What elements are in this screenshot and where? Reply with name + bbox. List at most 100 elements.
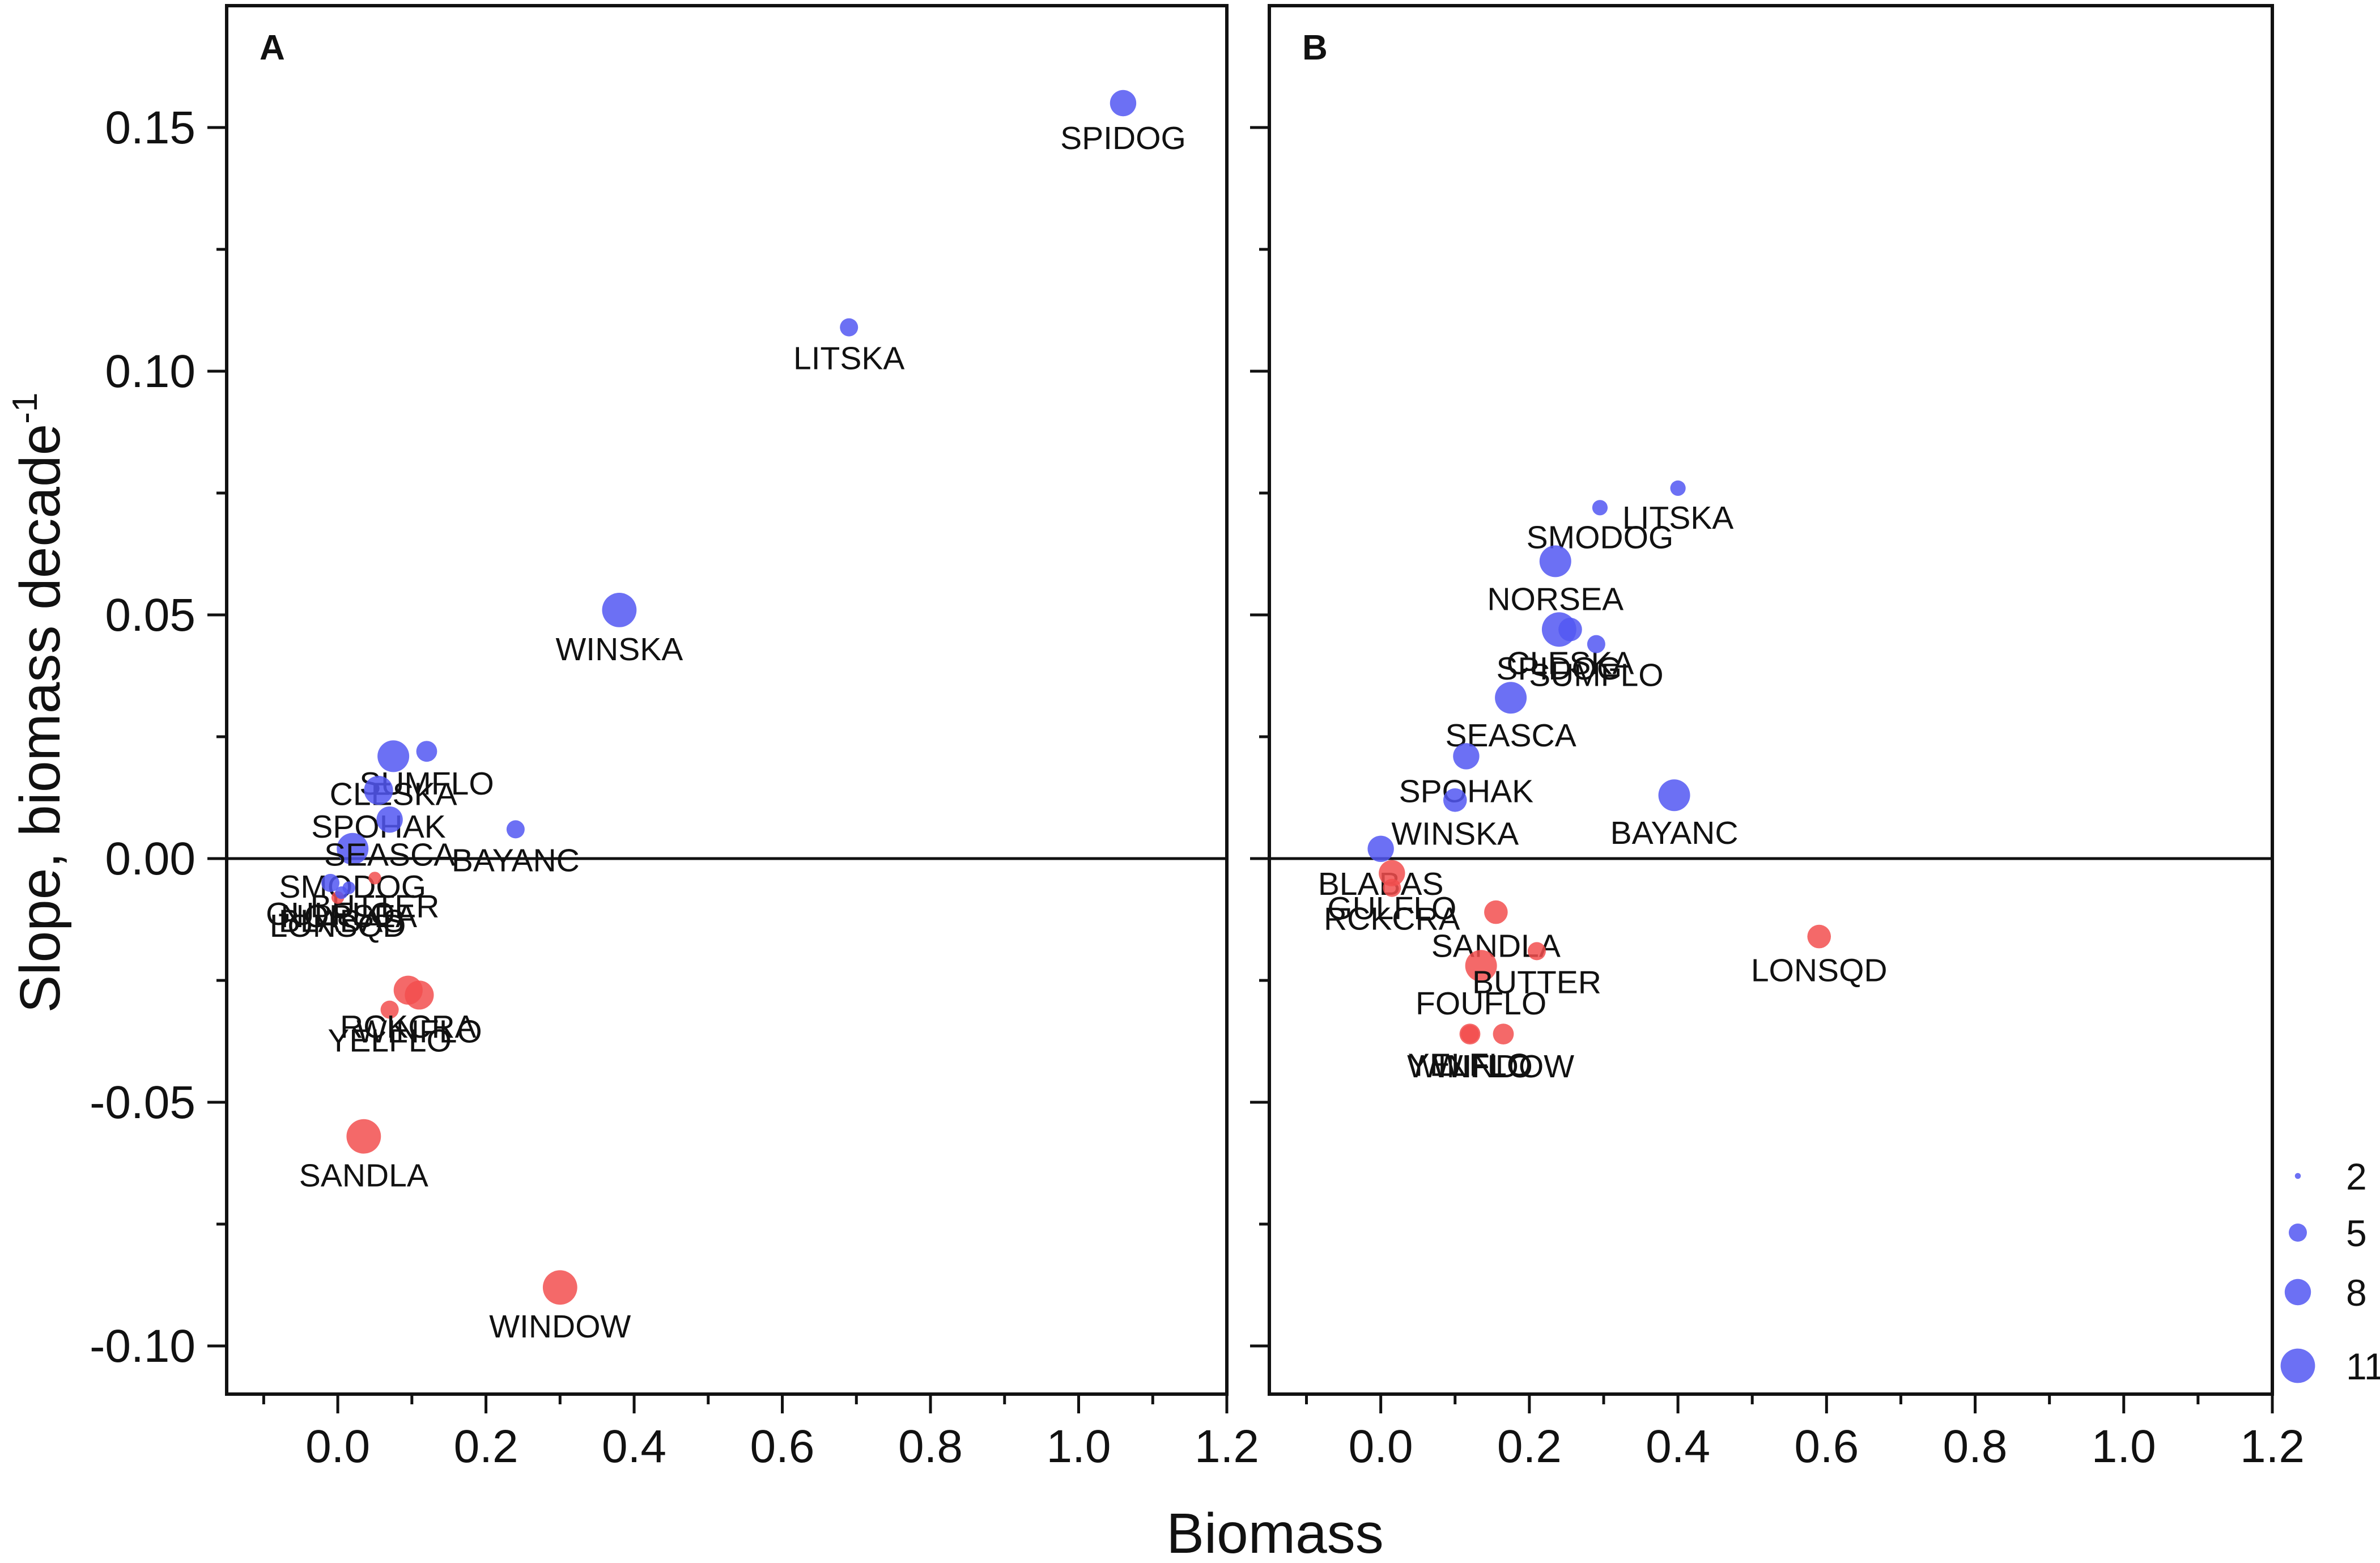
y-axis-title-text: Slope, biomass decade bbox=[8, 424, 72, 1013]
panel-b: B0.0 0.2 0.4 0.6 0.8 1.0 1.2LITSKASMODOGNORSEA… bbox=[1250, 4, 2305, 1472]
data-point bbox=[840, 318, 858, 337]
data-point-label: SPOHAK bbox=[1399, 774, 1534, 810]
data-point bbox=[1453, 743, 1480, 770]
x-tick-label: 1.0 bbox=[2092, 1421, 2156, 1472]
y-tick-label: -0.05 bbox=[90, 1077, 196, 1128]
data-point-label: BLABAS bbox=[279, 903, 405, 939]
y-tick-label: 0.15 bbox=[105, 102, 196, 154]
legend-label: 5 bbox=[2346, 1212, 2367, 1254]
y-axis-title: Slope, biomass decade-1 bbox=[6, 393, 72, 1013]
legend-swatch bbox=[2284, 1279, 2311, 1306]
x-tick-label: 0.0 bbox=[305, 1421, 370, 1472]
data-point-label: LONSQD bbox=[270, 908, 406, 944]
data-point bbox=[1465, 950, 1497, 982]
data-point bbox=[377, 740, 410, 772]
panel-a: A 0.0 0.2 0.4 0.6 0.8 1.0 1.2 -0.10 -0.05 0.00 0.05… bbox=[90, 4, 1259, 1472]
data-point bbox=[1367, 835, 1394, 863]
data-point-label: BAYANC bbox=[1610, 815, 1739, 851]
data-point-label: CLESKA bbox=[1507, 645, 1634, 682]
x-tick-label: 0.2 bbox=[1497, 1421, 1562, 1472]
legend-label: 2 bbox=[2346, 1156, 2367, 1197]
data-point-label: CLESKA bbox=[330, 776, 457, 812]
data-point-label: SPIDOG bbox=[1496, 651, 1622, 687]
x-tick-label: 0.0 bbox=[1349, 1421, 1413, 1472]
data-point bbox=[380, 1000, 399, 1019]
data-point-label: YELFLO bbox=[1408, 1047, 1532, 1084]
data-point-label: YELFLO bbox=[328, 1023, 452, 1059]
plot-frame bbox=[225, 4, 1229, 1396]
x-tick-label: 0.6 bbox=[1794, 1421, 1859, 1472]
y-tick-label: 0.00 bbox=[105, 833, 196, 885]
x-tick-label: 0.6 bbox=[750, 1421, 815, 1472]
data-point bbox=[376, 806, 403, 833]
data-point bbox=[506, 820, 525, 839]
data-point bbox=[335, 886, 348, 899]
x-axis-title: Biomass bbox=[1166, 1502, 1383, 1563]
y-tick-label: 0.05 bbox=[105, 589, 196, 641]
data-point-label: SPIDOG bbox=[1060, 120, 1186, 156]
data-point-label: LONSQD bbox=[1751, 952, 1888, 988]
data-point bbox=[1558, 618, 1582, 642]
data-point-label: BUTTER bbox=[310, 889, 439, 925]
data-point bbox=[416, 741, 437, 762]
legend-label: 8 bbox=[2346, 1272, 2367, 1314]
data-point bbox=[1587, 635, 1605, 653]
y-tick-label: -0.10 bbox=[90, 1320, 196, 1372]
y-axis-title-superscript: -1 bbox=[6, 393, 45, 424]
data-point bbox=[1495, 682, 1527, 714]
data-point-label: WINDOW bbox=[1433, 1048, 1574, 1085]
data-point bbox=[321, 874, 340, 892]
data-point bbox=[368, 872, 381, 885]
data-point bbox=[1379, 860, 1405, 887]
data-point-label: WINFLO bbox=[356, 1013, 482, 1050]
data-point bbox=[346, 1119, 381, 1154]
data-point-label: BUTTER bbox=[1472, 964, 1601, 1000]
data-point-label: SUMFLO bbox=[1529, 657, 1664, 694]
data-point-label: WINSKA bbox=[1391, 816, 1519, 852]
x-tick-label: 0.8 bbox=[898, 1421, 963, 1472]
data-point-label: LITSKA bbox=[1622, 500, 1733, 536]
data-point bbox=[1527, 942, 1546, 961]
data-point-label: NORSEA bbox=[1487, 581, 1624, 617]
data-point bbox=[1592, 500, 1608, 516]
data-point bbox=[364, 776, 393, 805]
legend-swatch bbox=[2294, 1173, 2301, 1179]
data-point bbox=[602, 593, 637, 627]
x-tick-label: 1.2 bbox=[2240, 1421, 2305, 1472]
data-point-label: RCKCRA bbox=[340, 1009, 477, 1045]
legend-label: 11 bbox=[2346, 1345, 2380, 1387]
data-point bbox=[1383, 878, 1401, 897]
panel-letter: B bbox=[1302, 28, 1328, 67]
data-point bbox=[337, 833, 369, 865]
x-tick-label: 0.4 bbox=[1646, 1421, 1710, 1472]
data-point bbox=[1493, 1023, 1514, 1044]
x-tick-label: 0.4 bbox=[602, 1421, 666, 1472]
x-tick-label: 1.0 bbox=[1047, 1421, 1111, 1472]
data-point bbox=[1460, 1025, 1479, 1043]
y-tick-label: 0.10 bbox=[105, 346, 196, 397]
data-point bbox=[1110, 90, 1137, 117]
size-legend: 2 5 8 11 bbox=[2280, 1156, 2380, 1387]
data-point bbox=[1484, 900, 1508, 924]
x-tick-label: 0.2 bbox=[454, 1421, 518, 1472]
data-point bbox=[393, 975, 423, 1005]
data-point-label: NORSEA bbox=[280, 898, 417, 935]
data-point-label: WINDOW bbox=[489, 1309, 631, 1345]
data-point-label: GULFLO bbox=[266, 896, 395, 932]
data-point bbox=[1539, 545, 1571, 577]
legend-swatch bbox=[2289, 1224, 2307, 1242]
data-point bbox=[542, 1270, 577, 1305]
data-point-label: BAYANC bbox=[452, 842, 580, 878]
legend-swatch bbox=[2280, 1348, 2315, 1383]
x-tick-label: 0.8 bbox=[1943, 1421, 2008, 1472]
data-point-label: WINSKA bbox=[555, 631, 683, 668]
data-point bbox=[1443, 788, 1467, 812]
data-point-label: LITSKA bbox=[793, 341, 904, 377]
data-point bbox=[1807, 924, 1831, 949]
data-point bbox=[1670, 480, 1686, 496]
data-point-label: RCKCRA bbox=[1324, 901, 1460, 937]
data-point-label: SEASCA bbox=[324, 836, 455, 873]
plot-frame bbox=[1268, 4, 2274, 1396]
data-point-label: FOUFLO bbox=[1416, 986, 1546, 1022]
